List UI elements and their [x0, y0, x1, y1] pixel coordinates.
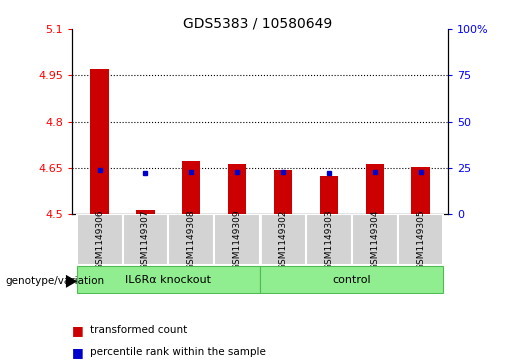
Text: ■: ■ — [72, 324, 84, 337]
Text: GSM1149306: GSM1149306 — [95, 209, 104, 270]
Bar — [77, 266, 260, 293]
Bar — [411, 167, 430, 214]
Bar — [306, 214, 352, 265]
Bar — [260, 214, 306, 265]
Text: GSM1149303: GSM1149303 — [324, 209, 333, 270]
Text: control: control — [333, 274, 371, 285]
Bar — [228, 164, 246, 214]
Text: GSM1149304: GSM1149304 — [370, 209, 379, 270]
Bar — [214, 214, 260, 265]
Text: GSM1149305: GSM1149305 — [416, 209, 425, 270]
Text: genotype/variation: genotype/variation — [5, 276, 104, 286]
Bar — [123, 214, 168, 265]
Bar — [136, 210, 154, 214]
Text: percentile rank within the sample: percentile rank within the sample — [90, 347, 266, 357]
Bar — [274, 170, 292, 214]
Text: transformed count: transformed count — [90, 325, 187, 335]
Text: IL6Rα knockout: IL6Rα knockout — [125, 274, 211, 285]
Text: GSM1149309: GSM1149309 — [233, 209, 242, 270]
Text: GDS5383 / 10580649: GDS5383 / 10580649 — [183, 16, 332, 30]
Bar — [260, 266, 443, 293]
Bar — [182, 161, 200, 214]
Bar — [77, 214, 123, 265]
Text: GSM1149307: GSM1149307 — [141, 209, 150, 270]
Text: GSM1149308: GSM1149308 — [187, 209, 196, 270]
Bar — [398, 214, 443, 265]
Bar — [91, 69, 109, 214]
Bar — [352, 214, 398, 265]
Bar — [366, 164, 384, 214]
Text: ■: ■ — [72, 346, 84, 359]
Bar — [168, 214, 214, 265]
Text: GSM1149302: GSM1149302 — [279, 209, 287, 270]
Polygon shape — [66, 275, 77, 288]
Bar — [320, 176, 338, 214]
